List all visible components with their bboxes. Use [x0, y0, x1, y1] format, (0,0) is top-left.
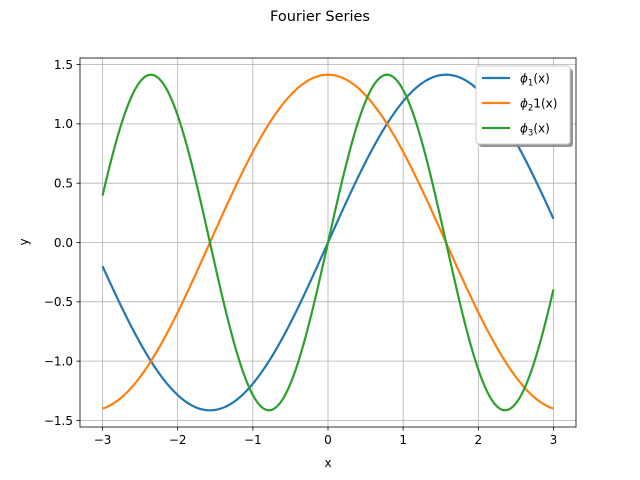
legend: ϕ1(x) ϕ21(x) ϕ3(x)	[475, 65, 573, 147]
x-tick-label: 0	[324, 433, 332, 447]
legend-label: ϕ21(x)	[520, 97, 557, 114]
x-tick-label: −3	[94, 433, 112, 447]
x-axis-label: x	[324, 456, 331, 470]
chart-title: Fourier Series	[270, 9, 370, 25]
x-tick-label: 2	[474, 433, 482, 447]
x-axis-ticks: −3 −2 −1 0 1 2 3	[94, 427, 558, 447]
y-axis-ticks: −1.5 −1.0 −0.5 0.0 0.5 1.0 1.5	[44, 58, 80, 428]
series-line-2	[102, 73, 554, 410]
y-tick-label: −1.0	[44, 354, 73, 368]
series-line-3	[101, 73, 555, 412]
legend-label: ϕ3(x)	[520, 122, 550, 139]
y-tick-label: −1.5	[44, 414, 73, 428]
x-tick-label: 3	[550, 433, 558, 447]
x-tick-label: 1	[399, 433, 407, 447]
y-tick-label: −0.5	[44, 295, 73, 309]
x-tick-label: −1	[244, 433, 262, 447]
y-tick-label: 0.5	[54, 176, 73, 190]
y-axis-label: y	[17, 238, 31, 245]
x-tick-label: −2	[169, 433, 187, 447]
y-tick-label: 0.0	[54, 236, 73, 250]
legend-box	[475, 65, 571, 145]
y-tick-label: 1.0	[54, 117, 73, 131]
y-tick-label: 1.5	[54, 58, 73, 72]
legend-label: ϕ1(x)	[520, 72, 550, 89]
